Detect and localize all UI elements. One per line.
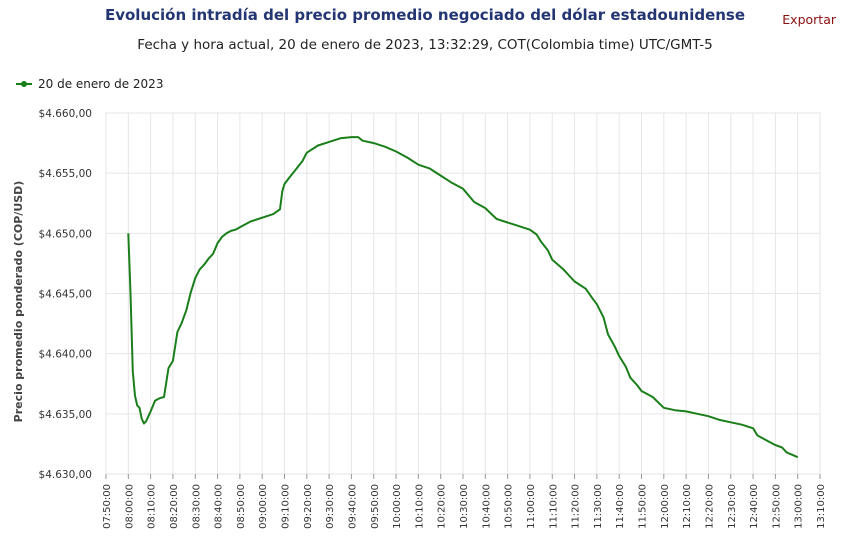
legend-label: 20 de enero de 2023 [38, 77, 164, 91]
y-tick-label: $4.655,00 [39, 168, 92, 180]
x-tick-label: 13:10:00 [816, 484, 827, 529]
x-tick-label: 10:50:00 [504, 484, 515, 529]
x-tick-label: 10:30:00 [459, 484, 470, 529]
x-tick-label: 08:50:00 [236, 484, 247, 529]
chart-title: Evolución intradía del precio promedio n… [104, 6, 746, 24]
x-tick-label: 09:10:00 [281, 484, 292, 529]
x-tick-label: 08:30:00 [191, 484, 202, 529]
y-tick-label: $4.645,00 [39, 289, 92, 301]
series-line[interactable] [127, 136, 799, 459]
y-axis-ticks: $4.630,00 $4.635,00 $4.640,00 $4.645,00 $4.6… [39, 108, 92, 481]
x-tick-label: 09:00:00 [258, 484, 269, 529]
x-tick-label: 08:10:00 [147, 484, 158, 529]
x-tick-label: 08:00:00 [124, 484, 135, 529]
x-tick-label: 12:10:00 [682, 484, 693, 529]
x-tick-label: 13:00:00 [794, 484, 805, 529]
x-tick-label: 11:40:00 [615, 484, 626, 529]
x-axis-ticks: 07:50:00 08:00:00 08:10:00 08:20:00 08:30:00… [102, 474, 827, 529]
x-tick-label: 10:40:00 [481, 484, 492, 529]
x-tick-label: 10:20:00 [437, 484, 448, 529]
x-tick-label: 08:40:00 [214, 484, 225, 529]
y-tick-label: $4.660,00 [39, 108, 92, 120]
x-tick-label: 12:30:00 [727, 484, 738, 529]
chart-subtitle: Fecha y hora actual, 20 de enero de 2023… [137, 37, 713, 53]
x-tick-label: 11:50:00 [638, 484, 649, 529]
x-tick-label: 11:20:00 [571, 484, 582, 529]
x-tick-label: 12:00:00 [660, 484, 671, 529]
x-tick-label: 08:20:00 [169, 484, 180, 529]
x-tick-label: 12:50:00 [771, 484, 782, 529]
y-tick-label: $4.640,00 [39, 349, 92, 361]
x-tick-label: 09:20:00 [303, 484, 314, 529]
x-tick-label: 12:20:00 [704, 484, 715, 529]
y-axis-label: Precio promedio ponderado (COP/USD) [12, 181, 25, 423]
legend-series-marker-icon [16, 79, 32, 89]
x-tick-label: 09:50:00 [370, 484, 381, 529]
y-tick-label: $4.635,00 [39, 409, 92, 421]
export-button[interactable]: Exportar [782, 12, 836, 27]
x-tick-label: 10:00:00 [392, 484, 403, 529]
x-tick-label: 11:30:00 [593, 484, 604, 529]
y-tick-label: $4.630,00 [39, 469, 92, 481]
series-group [127, 136, 799, 459]
x-tick-label: 12:40:00 [749, 484, 760, 529]
y-tick-label: $4.650,00 [39, 228, 92, 240]
x-tick-label: 10:10:00 [414, 484, 425, 529]
legend-item[interactable]: 20 de enero de 2023 [16, 77, 163, 91]
grid-lines [105, 112, 821, 475]
x-tick-label: 09:40:00 [347, 484, 358, 529]
x-tick-label: 11:00:00 [526, 484, 537, 529]
x-tick-label: 11:10:00 [548, 484, 559, 529]
x-tick-label: 07:50:00 [102, 484, 113, 529]
x-tick-label: 09:30:00 [325, 484, 336, 529]
